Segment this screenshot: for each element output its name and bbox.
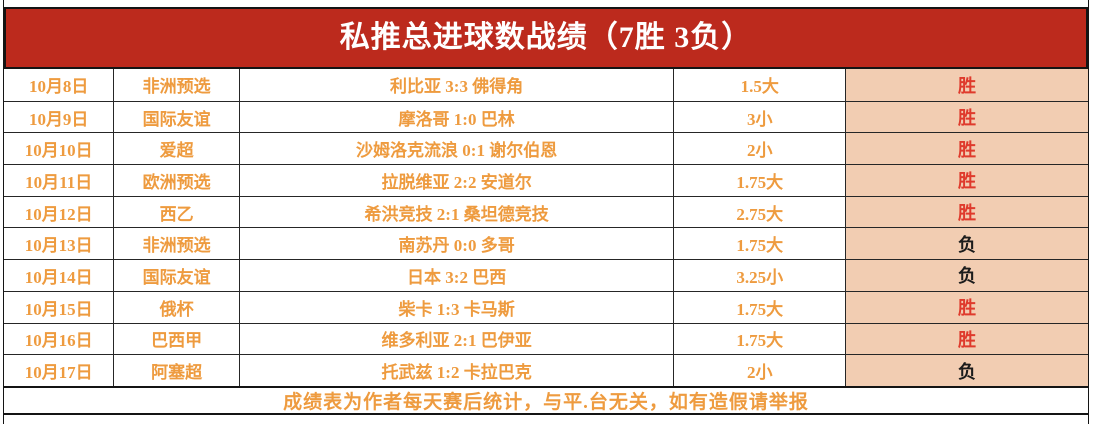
result-cell: 负	[845, 228, 1088, 260]
date-cell: 10月16日	[24, 331, 93, 351]
date-cell: 10月10日	[24, 141, 93, 161]
result-cell: 胜	[845, 165, 1088, 196]
date-cell: 10月15日	[24, 299, 93, 319]
table-row: 10月8日 非洲预选 利比亚 3:3 佛得角 1.5大 胜	[4, 69, 1088, 101]
league-cell: 俄杯	[113, 291, 238, 323]
table-row: 10月13日 非洲预选 南苏丹 0:0 多哥 1.75大 负	[4, 227, 1088, 260]
league-cell: 西乙	[113, 196, 238, 228]
goal-line-cell: 2.75大	[673, 196, 845, 228]
date-cell: 10月13日	[24, 236, 93, 256]
match-cell: 南苏丹 0:0 多哥	[238, 228, 674, 260]
goal-line-cell: 1.75大	[673, 228, 845, 260]
date-cell: 10月9日	[28, 109, 89, 129]
result-cell: 胜	[845, 101, 1088, 133]
date-cell: 10月8日	[28, 77, 89, 97]
result-cell: 胜	[845, 133, 1088, 165]
league-cell: 非洲预选	[113, 69, 238, 101]
title-banner: 私推总进球数战绩（7胜 3负）	[4, 7, 1088, 69]
table-row: 10月11日 欧洲预选 拉脱维亚 2:2 安道尔 1.75大 胜	[4, 164, 1088, 196]
match-cell: 希洪竞技 2:1 桑坦德竞技	[238, 196, 674, 228]
match-cell: 日本 3:2 巴西	[238, 260, 674, 291]
league-cell: 巴西甲	[113, 323, 238, 355]
goal-line-cell: 1.75大	[673, 323, 845, 355]
table-row: 10月15日 俄杯 柴卡 1:3 卡马斯 1.75大 胜	[4, 290, 1088, 323]
goal-line-cell: 3小	[673, 101, 845, 133]
match-cell: 利比亚 3:3 佛得角	[238, 69, 674, 101]
league-cell: 爱超	[113, 133, 238, 165]
match-cell: 柴卡 1:3 卡马斯	[238, 291, 674, 323]
result-cell: 胜	[845, 196, 1088, 228]
table-row: 10月12日 西乙 希洪竞技 2:1 桑坦德竞技 2.75大 胜	[4, 195, 1088, 228]
goal-line-cell: 2小	[673, 133, 845, 165]
table-row: 10月16日 巴西甲 维多利亚 2:1 巴伊亚 1.75大 胜	[4, 322, 1088, 355]
league-cell: 国际友谊	[113, 260, 238, 291]
goal-line-cell: 1.5大	[673, 69, 845, 101]
result-cell: 负	[845, 260, 1088, 291]
goal-line-cell: 1.75大	[673, 291, 845, 323]
match-cell: 摩洛哥 1:0 巴林	[238, 101, 674, 133]
date-cell: 10月14日	[24, 267, 93, 287]
league-cell: 非洲预选	[113, 228, 238, 260]
result-cell: 负	[845, 355, 1088, 386]
table-row: 10月14日 国际友谊 日本 3:2 巴西 3.25小 负	[4, 259, 1088, 291]
match-cell: 沙姆洛克流浪 0:1 谢尔伯恩	[238, 133, 674, 165]
match-cell: 托武兹 1:2 卡拉巴克	[238, 355, 674, 386]
top-margin-strip	[4, 0, 1088, 7]
bottom-margin-strip	[4, 414, 1088, 424]
footer-disclaimer: 成绩表为作者每天赛后统计，与平.台无关，如有造假请举报	[4, 385, 1088, 415]
result-cell: 胜	[845, 323, 1088, 355]
date-cell: 10月12日	[24, 204, 93, 224]
goal-line-cell: 2小	[673, 355, 845, 386]
league-cell: 阿塞超	[113, 355, 238, 386]
table-row: 10月10日 爱超 沙姆洛克流浪 0:1 谢尔伯恩 2小 胜	[4, 132, 1088, 165]
result-cell: 胜	[845, 291, 1088, 323]
match-cell: 维多利亚 2:1 巴伊亚	[238, 323, 674, 355]
page-title: 私推总进球数战绩（7胜 3负）	[339, 21, 753, 54]
result-cell: 胜	[845, 69, 1088, 101]
league-cell: 国际友谊	[113, 101, 238, 133]
match-cell: 拉脱维亚 2:2 安道尔	[238, 165, 674, 196]
results-table: 10月8日 非洲预选 利比亚 3:3 佛得角 1.5大 胜 10月9日 国际友谊…	[4, 69, 1088, 386]
date-cell: 10月11日	[25, 172, 93, 192]
table-row: 10月17日 阿塞超 托武兹 1:2 卡拉巴克 2小 负	[4, 354, 1088, 386]
goal-line-cell: 3.25小	[673, 260, 845, 291]
goal-line-cell: 1.75大	[673, 165, 845, 196]
results-sheet: 私推总进球数战绩（7胜 3负） 10月8日 非洲预选 利比亚 3:3 佛得角 1…	[3, 0, 1089, 424]
league-cell: 欧洲预选	[113, 165, 238, 196]
table-row: 10月9日 国际友谊 摩洛哥 1:0 巴林 3小 胜	[4, 100, 1088, 133]
date-cell: 10月17日	[24, 363, 93, 383]
